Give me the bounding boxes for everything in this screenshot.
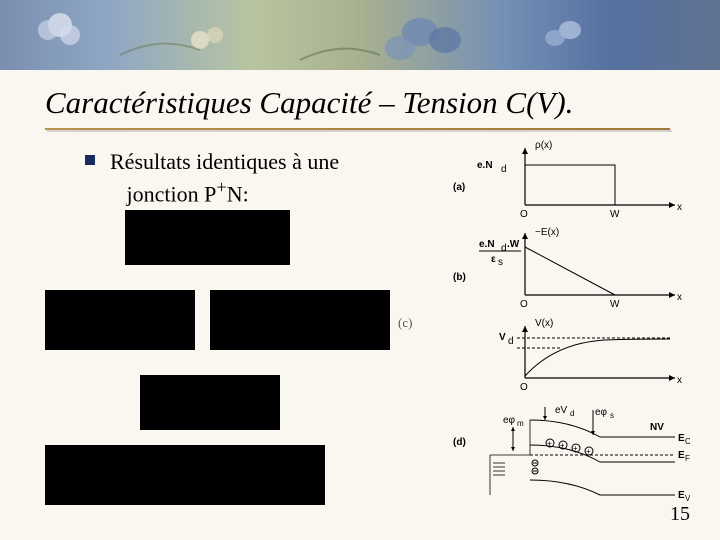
svg-text:e.N: e.N: [477, 160, 493, 171]
svg-text:C: C: [685, 437, 690, 446]
body-line1: Résultats identiques à une: [110, 149, 339, 174]
svg-text:+: +: [560, 441, 565, 450]
svg-text:eφ: eφ: [503, 415, 516, 426]
equation-box-1: [125, 210, 290, 265]
equation-box-3: [210, 290, 390, 350]
body-sup: +: [216, 177, 226, 197]
svg-text:x: x: [677, 292, 682, 303]
equation-box-5: [45, 445, 325, 505]
svg-text:s: s: [498, 257, 503, 268]
body-text: Résultats identiques à une jonction P+N:: [110, 148, 339, 207]
svg-text:d: d: [501, 164, 507, 175]
svg-text:E: E: [678, 490, 685, 501]
svg-text:V: V: [499, 332, 506, 343]
svg-text:d: d: [508, 336, 514, 347]
svg-text:−E(x): −E(x): [535, 227, 559, 238]
svg-text:d: d: [570, 409, 574, 418]
svg-text:(a): (a): [453, 182, 465, 193]
svg-text:s: s: [610, 411, 614, 420]
equation-box-4: [140, 375, 280, 430]
title-underline-shadow: [47, 130, 672, 132]
slide-title: Caractéristiques Capacité – Tension C(V)…: [45, 85, 573, 121]
figure-svg: ρ(x) e.Nd O W x (a) −E(x) e.Nd.W εs O: [435, 140, 690, 505]
svg-text:(d): (d): [453, 437, 466, 448]
svg-text:m: m: [517, 419, 524, 428]
page-number: 15: [670, 503, 690, 526]
svg-text:x: x: [677, 202, 682, 213]
svg-text:x: x: [677, 375, 682, 386]
svg-text:ε: ε: [491, 254, 496, 265]
svg-text:+: +: [586, 447, 591, 456]
title-underline: [45, 128, 670, 130]
svg-text:F: F: [685, 454, 690, 463]
svg-text:+: +: [547, 439, 552, 448]
slide: Caractéristiques Capacité – Tension C(V)…: [0, 0, 720, 540]
svg-text:eV: eV: [555, 405, 568, 416]
banner-flowers: [0, 0, 720, 70]
svg-text:(b): (b): [453, 272, 466, 283]
svg-text:V(x): V(x): [535, 318, 553, 329]
svg-text:ρ(x): ρ(x): [535, 140, 552, 151]
svg-text:O: O: [520, 209, 528, 220]
svg-text:+: +: [573, 444, 578, 453]
panel-label-c-outer: (c): [398, 315, 412, 331]
svg-text:W: W: [610, 299, 620, 310]
bullet-icon: [85, 155, 95, 165]
svg-text:O: O: [520, 382, 528, 393]
equation-box-2: [45, 290, 195, 350]
decorative-banner: [0, 0, 720, 70]
body-line2b: N:: [227, 181, 249, 206]
svg-text:e.N: e.N: [479, 239, 495, 250]
svg-text:O: O: [520, 299, 528, 310]
svg-text:E: E: [678, 433, 685, 444]
svg-text:W: W: [610, 209, 620, 220]
svg-text:.W: .W: [507, 239, 520, 250]
svg-text:V: V: [685, 494, 690, 503]
svg-text:eφ: eφ: [595, 407, 608, 418]
physics-figure: ρ(x) e.Nd O W x (a) −E(x) e.Nd.W εs O: [435, 140, 690, 500]
body-line2a: jonction P: [127, 181, 217, 206]
svg-text:d: d: [501, 243, 507, 254]
svg-text:NV: NV: [650, 422, 664, 433]
svg-text:E: E: [678, 450, 685, 461]
